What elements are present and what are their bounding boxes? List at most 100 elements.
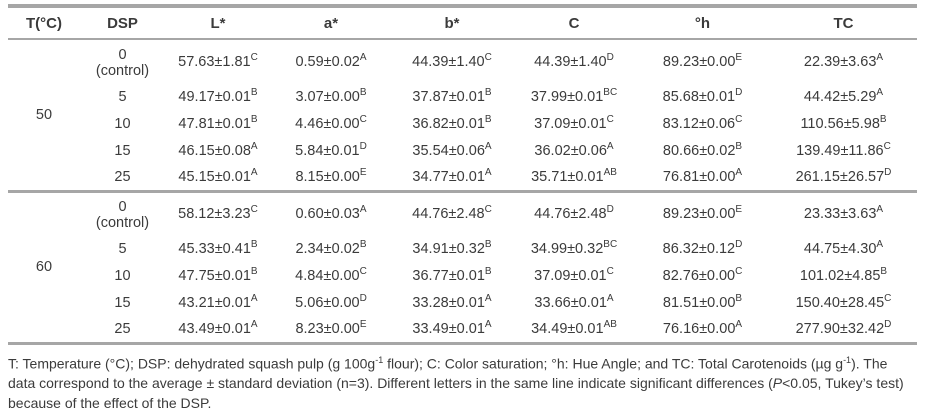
significance-letter: A [250, 292, 258, 304]
column-header-2: L* [165, 6, 271, 40]
hue-cell: 76.16±0.00A [662, 318, 743, 337]
significance-letter: A [359, 51, 367, 63]
significance-letter: A [484, 318, 492, 330]
b-star-cell: 44.76±2.48C [412, 203, 492, 222]
significance-letter: B [735, 292, 743, 304]
header-row: T(°C) DSP L* a* b* C °h TC [8, 6, 917, 40]
dsp-cell: 5 [118, 88, 127, 105]
l-star-cell: 43.49±0.01A [178, 318, 258, 337]
significance-letter: A [735, 318, 743, 330]
column-header-0: T(°C) [8, 6, 80, 40]
significance-letter: C [359, 265, 367, 277]
dsp-cell: 10 [114, 267, 131, 284]
significance-letter: A [876, 86, 884, 98]
significance-letter: C [735, 265, 743, 277]
significance-letter: B [250, 86, 258, 98]
b-star-cell: 34.77±0.01A [412, 166, 492, 185]
significance-letter: D [884, 318, 892, 330]
column-header-5: C [513, 6, 635, 40]
significance-letter: BC [603, 238, 618, 250]
significance-letter: D [884, 166, 892, 178]
dsp-control-label: 0 (control) [95, 198, 150, 231]
significance-letter: AB [603, 318, 617, 330]
significance-letter: B [880, 265, 888, 277]
l-star-cell: 49.17±0.01B [178, 86, 258, 105]
tc-cell: 44.75±4.30A [803, 238, 884, 257]
significance-letter: D [606, 203, 614, 215]
hue-cell: 82.76±0.00C [662, 265, 743, 284]
significance-letter: A [876, 238, 884, 250]
significance-letter: D [359, 140, 367, 152]
c-cell: 37.09±0.01C [534, 113, 614, 132]
c-cell: 44.76±2.48D [534, 203, 614, 222]
a-star-cell: 4.46±0.00C [295, 113, 367, 132]
significance-letter: D [735, 238, 743, 250]
table-row: 50 0 (control) 57.63±1.81C 0.59±0.02A 44.39±1… [8, 39, 917, 123]
table-row: 60 0 (control) 58.12±3.23C 0.60±0.03A 44.76±2… [8, 191, 917, 275]
hue-cell: 86.32±0.12D [662, 238, 743, 257]
significance-letter: E [359, 318, 367, 330]
hue-cell: 80.66±0.02B [662, 140, 743, 159]
significance-letter: C [359, 113, 367, 125]
significance-letter: B [484, 113, 492, 125]
significance-letter: C [484, 203, 492, 215]
footnote-superscript: -1 [375, 354, 384, 365]
table-row: 10 47.75±0.01B 4.84±0.00C 36.77±0.01B 37.09±… [8, 262, 917, 289]
dsp-cell: 25 [114, 320, 131, 337]
significance-letter: A [606, 292, 614, 304]
footnote-text: T: Temperature (°C); DSP: dehydrated squ… [8, 355, 376, 372]
l-star-cell: 58.12±3.23C [178, 203, 258, 222]
l-star-cell: 47.75±0.01B [178, 265, 258, 284]
significance-letter: A [484, 166, 492, 178]
significance-letter: A [606, 140, 614, 152]
significance-letter: B [879, 113, 887, 125]
c-cell: 34.49±0.01AB [531, 318, 617, 337]
significance-letter: A [250, 166, 258, 178]
b-star-cell: 36.82±0.01B [412, 113, 492, 132]
dsp-cell: 15 [114, 142, 131, 159]
hue-cell: 89.23±0.00E [662, 203, 743, 222]
c-cell: 33.66±0.01A [534, 292, 614, 311]
b-star-cell: 37.87±0.01B [412, 86, 492, 105]
hue-cell: 85.68±0.01D [662, 86, 743, 105]
table-row: 10 47.81±0.01B 4.46±0.00C 36.82±0.01B 37.09±… [8, 110, 917, 137]
significance-letter: B [484, 238, 492, 250]
temperature-cell: 50 [35, 106, 53, 123]
footnote-text: flour); C: Color saturation; °h: Hue Ang… [383, 355, 844, 372]
significance-letter: E [735, 51, 743, 63]
significance-letter: B [250, 265, 258, 277]
c-cell: 36.02±0.06A [534, 140, 614, 159]
significance-letter: BC [603, 86, 618, 98]
b-star-cell: 36.77±0.01B [412, 265, 492, 284]
significance-letter: D [735, 86, 743, 98]
l-star-cell: 45.33±0.41B [178, 238, 258, 257]
dsp-cell: 0 (control) [80, 39, 165, 83]
a-star-cell: 2.34±0.02B [295, 238, 367, 257]
column-header-3: a* [271, 6, 391, 40]
significance-letter: C [606, 113, 614, 125]
table-row: 25 45.15±0.01A 8.15±0.00E 34.77±0.01A 35.71±… [8, 164, 917, 191]
l-star-cell: 45.15±0.01A [178, 166, 258, 185]
significance-letter: C [250, 203, 258, 215]
a-star-cell: 3.07±0.00B [295, 86, 367, 105]
significance-letter: A [359, 203, 367, 215]
significance-letter: B [250, 113, 258, 125]
table-row: 25 43.49±0.01A 8.23±0.00E 33.49±0.01A 34.49±… [8, 316, 917, 343]
hue-cell: 89.23±0.00E [662, 51, 743, 70]
significance-letter: B [250, 238, 258, 250]
c-cell: 35.71±0.01AB [531, 166, 617, 185]
tc-cell: 23.33±3.63A [803, 203, 884, 222]
l-star-cell: 46.15±0.08A [178, 140, 258, 159]
table-row: 15 43.21±0.01A 5.06±0.00D 33.28±0.01A 33.66±… [8, 289, 917, 316]
significance-letter: C [250, 51, 258, 63]
hue-cell: 83.12±0.06C [662, 113, 743, 132]
b-star-cell: 33.49±0.01A [412, 318, 492, 337]
significance-letter: B [735, 140, 743, 152]
tc-cell: 110.56±5.98B [800, 113, 887, 132]
column-header-4: b* [391, 6, 513, 40]
a-star-cell: 0.60±0.03A [295, 203, 367, 222]
significance-letter: C [735, 113, 743, 125]
a-star-cell: 4.84±0.00C [295, 265, 367, 284]
a-star-cell: 5.06±0.00D [295, 292, 367, 311]
